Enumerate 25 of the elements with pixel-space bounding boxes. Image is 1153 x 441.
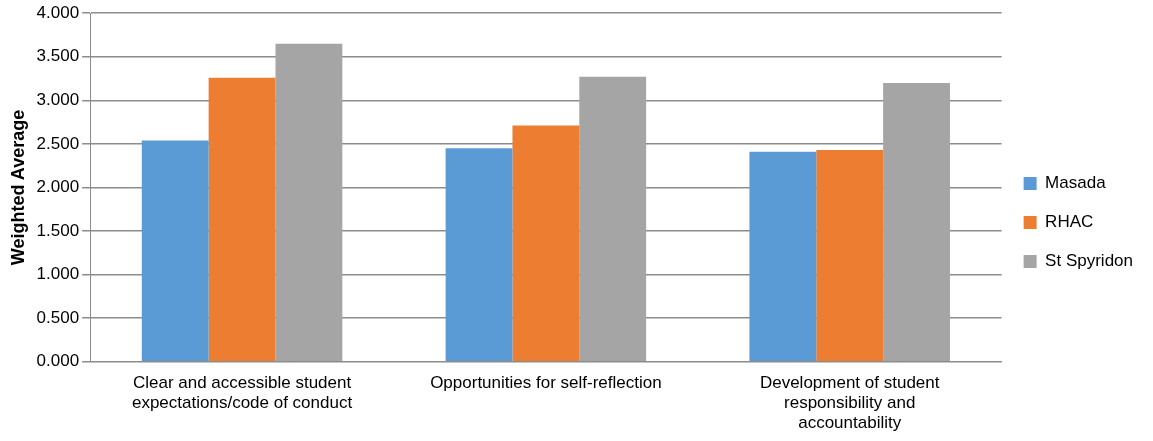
bar — [749, 151, 817, 362]
y-tick-label: 1.500 — [36, 220, 80, 240]
x-tick-label: Clear and accessible student expectations/code of conduct — [131, 372, 353, 413]
y-tick-label: 0.500 — [36, 307, 80, 327]
y-tick-label: 1.000 — [36, 264, 80, 284]
y-tick-label: 3.500 — [36, 46, 80, 66]
bar — [275, 43, 343, 362]
y-tick-label: 3.000 — [36, 90, 80, 110]
bar — [883, 82, 950, 362]
bar — [208, 77, 276, 362]
legend-label: RHAC — [1045, 212, 1094, 232]
bar — [579, 76, 647, 362]
bar — [512, 125, 580, 362]
y-tick-label: 0.000 — [36, 351, 80, 371]
y-tick-label: 2.000 — [36, 177, 80, 197]
bar — [445, 148, 513, 362]
y-tick-label: 2.500 — [36, 133, 80, 153]
x-tick-label: Opportunities for self-reflection — [430, 372, 662, 392]
bar — [816, 150, 884, 362]
x-tick-label: Development of student responsibility and accountability — [759, 372, 940, 433]
bar — [141, 140, 209, 362]
legend-label: Masada — [1045, 173, 1107, 193]
y-tick-label: 4.000 — [36, 2, 80, 22]
legend-label: St Spyridon — [1045, 251, 1134, 271]
y-axis-title: Weighted Average — [7, 109, 28, 266]
